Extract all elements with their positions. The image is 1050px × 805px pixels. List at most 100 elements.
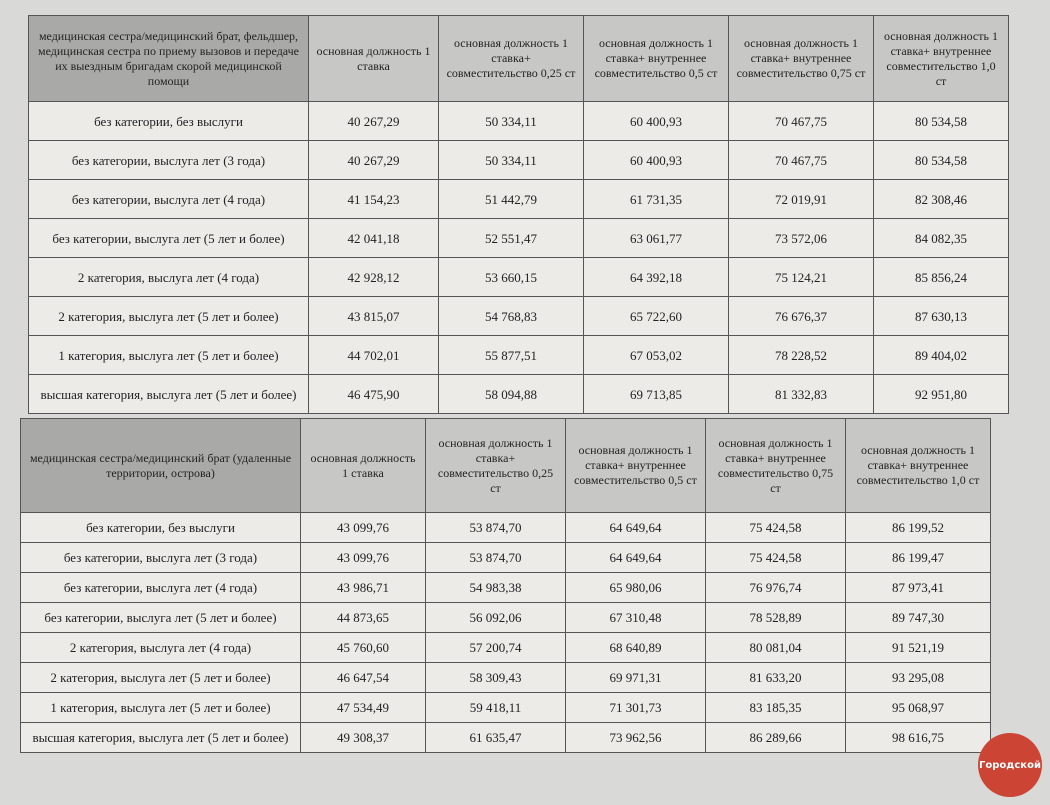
cell: 44 873,65 [300, 602, 426, 633]
table-row: высшая категория, выслуга лет (5 лет и б… [28, 374, 1009, 414]
cell: 61 731,35 [583, 179, 729, 219]
table-row: без категории, выслуга лет (3 года) 40 26… [28, 140, 1009, 180]
table-row: высшая категория, выслуга лет (5 лет и б… [20, 722, 991, 753]
cell: 86 199,47 [845, 542, 991, 573]
cell: 44 702,01 [308, 335, 439, 375]
cell: 40 267,29 [308, 101, 439, 141]
header-row: медицинская сестра/медицинский брат, фел… [28, 15, 1009, 102]
cell: 59 418,11 [425, 692, 566, 723]
cell: 40 267,29 [308, 140, 439, 180]
cell: 69 713,85 [583, 374, 729, 414]
cell: 56 092,06 [425, 602, 566, 633]
row-label: 1 категория, выслуга лет (5 лет и более) [28, 335, 309, 375]
cell: 87 630,13 [873, 296, 1009, 336]
cell: 65 980,06 [565, 572, 706, 603]
cell: 91 521,19 [845, 632, 991, 663]
row-label: без категории, выслуга лет (3 года) [28, 140, 309, 180]
cell: 68 640,89 [565, 632, 706, 663]
cell: 80 534,58 [873, 140, 1009, 180]
cell: 46 475,90 [308, 374, 439, 414]
table-row: 2 категория, выслуга лет (5 лет и более)… [28, 296, 1009, 336]
row-label: без категории, выслуга лет (5 лет и боле… [28, 218, 309, 258]
row-label: без категории, без выслуги [28, 101, 309, 141]
cell: 86 199,52 [845, 512, 991, 543]
table-row: 1 категория, выслуга лет (5 лет и более)… [28, 335, 1009, 375]
cell: основная должность 1 ставка+ внутреннее … [728, 15, 874, 102]
cell: 43 986,71 [300, 572, 426, 603]
cell: 75 424,58 [705, 542, 846, 573]
cell: основная должность 1 ставка+ совместител… [438, 15, 584, 102]
cell: 70 467,75 [728, 140, 874, 180]
table-row: без категории, выслуга лет (4 года) 41 15… [28, 179, 1009, 219]
table-row: 2 категория, выслуга лет (5 лет и более)… [20, 662, 991, 693]
cell: 45 760,60 [300, 632, 426, 663]
cell: 57 200,74 [425, 632, 566, 663]
table-row: 1 категория, выслуга лет (5 лет и более)… [20, 692, 991, 723]
cell: 53 874,70 [425, 512, 566, 543]
cell: 46 647,54 [300, 662, 426, 693]
cell: 42 041,18 [308, 218, 439, 258]
cell: основная должность 1 ставка [308, 15, 439, 102]
cell: 58 309,43 [425, 662, 566, 693]
cell: 78 228,52 [728, 335, 874, 375]
cell: 89 404,02 [873, 335, 1009, 375]
cell: 54 983,38 [425, 572, 566, 603]
cell: 84 082,35 [873, 218, 1009, 258]
cell: 64 649,64 [565, 542, 706, 573]
cell: 64 649,64 [565, 512, 706, 543]
row-label: без категории, без выслуги [20, 512, 301, 543]
cell: 42 928,12 [308, 257, 439, 297]
cell: 72 019,91 [728, 179, 874, 219]
table-row: без категории, без выслуги 40 267,29 50 33… [28, 101, 1009, 141]
row-label: высшая категория, выслуга лет (5 лет и б… [20, 722, 301, 753]
cell: 98 616,75 [845, 722, 991, 753]
cell: 67 310,48 [565, 602, 706, 633]
header-row: медицинская сестра/медицинский брат (уда… [20, 418, 991, 513]
cell: 93 295,08 [845, 662, 991, 693]
row-label: 2 категория, выслуга лет (4 года) [20, 632, 301, 663]
cell: 53 660,15 [438, 257, 584, 297]
cell: 82 308,46 [873, 179, 1009, 219]
row-label: без категории, выслуга лет (4 года) [28, 179, 309, 219]
cell: 53 874,70 [425, 542, 566, 573]
cell: 41 154,23 [308, 179, 439, 219]
cell: 76 676,37 [728, 296, 874, 336]
cell: 43 099,76 [300, 512, 426, 543]
cell: 51 442,79 [438, 179, 584, 219]
cell: 83 185,35 [705, 692, 846, 723]
cell: 50 334,11 [438, 140, 584, 180]
cell: 86 289,66 [705, 722, 846, 753]
cell: 76 976,74 [705, 572, 846, 603]
cell: 54 768,83 [438, 296, 584, 336]
row-label: без категории, выслуга лет (3 года) [20, 542, 301, 573]
table-row: 2 категория, выслуга лет (4 года) 45 760,… [20, 632, 991, 663]
row-label: 2 категория, выслуга лет (5 лет и более) [20, 662, 301, 693]
cell: 85 856,24 [873, 257, 1009, 297]
cell: основная должность 1 ставка+ внутреннее … [583, 15, 729, 102]
row-label: 2 категория, выслуга лет (4 года) [28, 257, 309, 297]
cell: 80 081,04 [705, 632, 846, 663]
cell: 81 633,20 [705, 662, 846, 693]
table-row: без категории, выслуга лет (4 года) 43 98… [20, 572, 991, 603]
watermark: Городской [978, 733, 1042, 797]
cell: основная должность 1 ставка+ внутреннее … [873, 15, 1009, 102]
row-label: без категории, выслуга лет (5 лет и боле… [20, 602, 301, 633]
table-row: без категории, выслуга лет (3 года) 43 09… [20, 542, 991, 573]
cell: основная должность 1 ставка+ совместител… [425, 418, 566, 513]
cell: 65 722,60 [583, 296, 729, 336]
row-label: медицинская сестра/медицинский брат (уда… [20, 418, 301, 513]
cell: 75 124,21 [728, 257, 874, 297]
cell: 89 747,30 [845, 602, 991, 633]
cell: 52 551,47 [438, 218, 584, 258]
row-label: 2 категория, выслуга лет (5 лет и более) [28, 296, 309, 336]
cell: 73 572,06 [728, 218, 874, 258]
cell: 64 392,18 [583, 257, 729, 297]
row-label: медицинская сестра/медицинский брат, фел… [28, 15, 309, 102]
cell: 58 094,88 [438, 374, 584, 414]
cell: 69 971,31 [565, 662, 706, 693]
cell: 60 400,93 [583, 101, 729, 141]
cell: 92 951,80 [873, 374, 1009, 414]
table-row: 2 категория, выслуга лет (4 года) 42 928,… [28, 257, 1009, 297]
cell: 63 061,77 [583, 218, 729, 258]
